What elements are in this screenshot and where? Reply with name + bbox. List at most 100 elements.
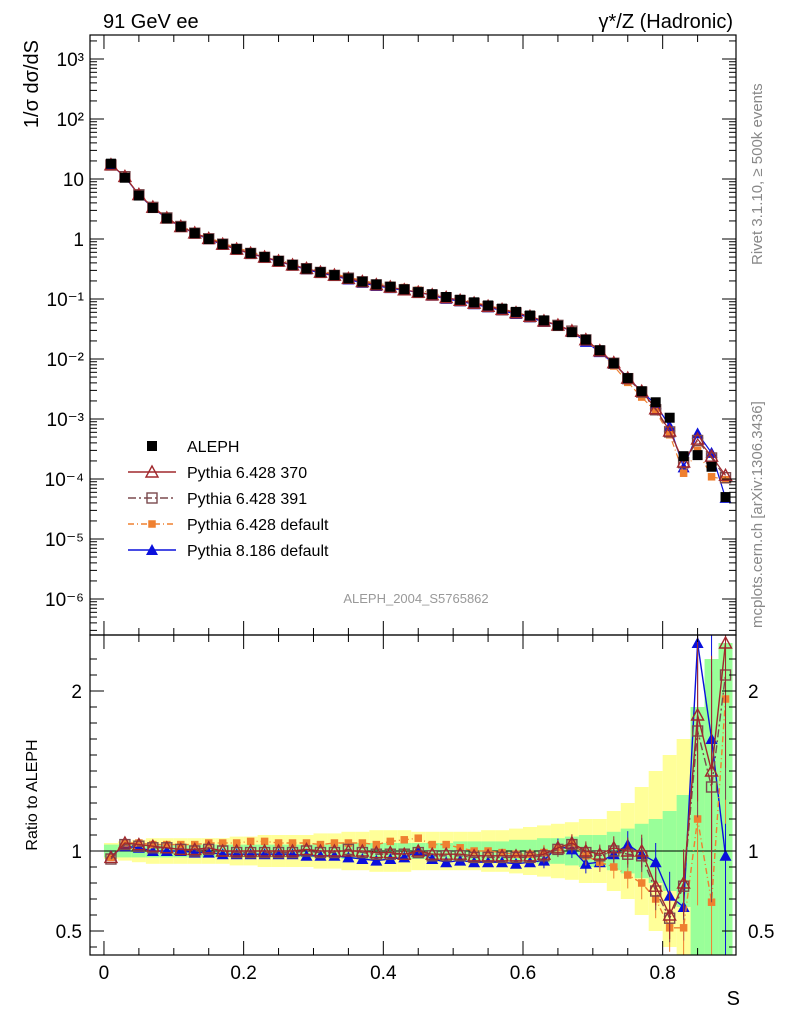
main-y-tick-label: 10² bbox=[57, 110, 84, 131]
main-data-point bbox=[469, 297, 480, 308]
main-y-tick-label: 10⁻⁶ bbox=[45, 590, 84, 611]
legend-label: Pythia 6.428 default bbox=[187, 517, 329, 534]
main-data-point bbox=[706, 461, 717, 472]
main-data-point bbox=[538, 315, 549, 326]
legend-label: Pythia 6.428 370 bbox=[187, 465, 307, 482]
ratio-series-point bbox=[522, 848, 538, 862]
main-data-point bbox=[105, 158, 116, 169]
x-tick-label: 0.2 bbox=[230, 963, 256, 984]
ratio-series-point bbox=[271, 843, 286, 857]
ratio-series-point bbox=[358, 839, 367, 847]
main-y-tick-label: 10⁻¹ bbox=[47, 290, 85, 311]
ratio-series-point bbox=[428, 840, 436, 849]
main-data-point bbox=[189, 228, 200, 239]
main-series-line bbox=[110, 164, 726, 476]
ratio-series-point bbox=[620, 843, 635, 857]
ratio-y-tick-label-left: 0.5 bbox=[56, 922, 82, 943]
ratio-series-point bbox=[285, 843, 300, 857]
main-data-point bbox=[566, 327, 577, 338]
ratio-series-point bbox=[145, 838, 161, 852]
main-data-point bbox=[413, 287, 424, 298]
main-data-point bbox=[245, 248, 256, 259]
ratio-series-point bbox=[201, 840, 216, 854]
main-data-point bbox=[427, 289, 438, 300]
ratio-series-point bbox=[550, 840, 566, 854]
main-data-point bbox=[580, 334, 591, 345]
main-plot-marks bbox=[103, 157, 733, 503]
ratio-y-tick-label-right: 1 bbox=[748, 842, 759, 863]
ratio-series-point bbox=[624, 871, 632, 879]
ratio-series-point bbox=[119, 838, 131, 851]
ratio-y-axis-label: Ratio to ALEPH bbox=[24, 739, 41, 850]
ratio-series-point bbox=[243, 843, 258, 857]
main-data-point bbox=[692, 450, 703, 461]
ratio-series-point bbox=[300, 845, 313, 857]
ratio-series-point bbox=[299, 841, 314, 856]
ratio-series-point bbox=[718, 635, 733, 649]
ratio-series-point bbox=[370, 848, 383, 860]
main-data-point bbox=[315, 267, 326, 278]
main-data-point bbox=[608, 358, 619, 369]
main-data-point bbox=[399, 284, 410, 295]
analysis-label: ALEPH_2004_S5765862 bbox=[343, 591, 488, 606]
main-data-point bbox=[259, 252, 270, 263]
legend-marker bbox=[146, 544, 158, 555]
legend: ALEPH Pythia 6.428 370 Pythia 6.428 391 Pyt… bbox=[128, 439, 329, 560]
ratio-y-tick-label-left: 2 bbox=[71, 682, 82, 703]
ratio-series-point bbox=[536, 846, 552, 860]
ratio-series-point bbox=[425, 846, 440, 860]
ratio-plot-marks bbox=[103, 635, 733, 955]
main-series-point bbox=[662, 423, 677, 437]
ratio-series-point bbox=[159, 840, 175, 854]
main-series-point bbox=[690, 431, 705, 445]
ratio-series-point bbox=[468, 856, 481, 868]
ratio-series-point bbox=[229, 843, 244, 857]
ratio-series-point bbox=[508, 848, 524, 862]
ratio-series-point bbox=[218, 839, 227, 847]
legend-marker bbox=[144, 464, 160, 478]
ratio-series-point bbox=[496, 851, 508, 864]
ratio-series-point bbox=[344, 839, 353, 847]
ratio-series-point bbox=[564, 835, 580, 849]
ratio-series-point bbox=[356, 846, 369, 859]
main-data-point bbox=[119, 172, 130, 183]
main-series-point bbox=[665, 431, 674, 439]
ratio-series-point bbox=[107, 853, 115, 862]
ratio-series-point bbox=[257, 843, 272, 857]
ratio-series-point bbox=[526, 850, 534, 858]
ratio-series-point bbox=[383, 845, 398, 859]
x-tick-label: 0 bbox=[99, 963, 110, 984]
ratio-series-point bbox=[690, 707, 705, 721]
main-series-point bbox=[676, 454, 691, 468]
ratio-y-tick-label-left: 1 bbox=[71, 842, 82, 863]
ratio-series-point bbox=[189, 845, 201, 857]
ratio-series-point bbox=[494, 848, 510, 862]
ratio-series-point bbox=[482, 851, 494, 864]
ratio-series-point bbox=[400, 836, 409, 844]
side-label-mcplots: mcplots.cern.ch [arXiv:1306.3436] bbox=[749, 401, 766, 628]
main-y-tick-label: 10⁻² bbox=[47, 350, 85, 371]
main-data-point bbox=[133, 190, 144, 201]
ratio-series-point bbox=[135, 839, 143, 847]
main-y-axis-label: 1/σ dσ/dS bbox=[21, 40, 43, 128]
ratio-series-point bbox=[440, 850, 452, 862]
main-data-point bbox=[301, 263, 312, 274]
ratio-series-point bbox=[384, 848, 397, 860]
main-data-point bbox=[231, 244, 242, 255]
ratio-series-point bbox=[679, 924, 688, 932]
x-tick-label: 0.8 bbox=[649, 963, 675, 984]
ratio-series-point bbox=[592, 846, 607, 860]
ratio-series-point bbox=[454, 850, 466, 862]
ratio-series-point bbox=[369, 845, 384, 859]
ratio-series-point bbox=[258, 846, 271, 859]
main-data-point bbox=[552, 320, 563, 331]
ratio-series-point bbox=[355, 843, 370, 857]
ratio-series-point bbox=[524, 851, 536, 864]
ratio-series-point bbox=[272, 846, 285, 859]
ratio-series-point bbox=[397, 846, 412, 860]
axes: 10³ 10² 10 1 10⁻¹ 10⁻² 10⁻³ 10⁻⁴ 10⁻⁵ 10⁻⁶ 2 2 1 1 0.5… bbox=[45, 34, 774, 984]
side-label-rivet: Rivet 3.1.10, ≥ 500k events bbox=[749, 83, 766, 265]
main-data-point bbox=[329, 270, 340, 281]
ratio-series-point bbox=[133, 840, 145, 852]
